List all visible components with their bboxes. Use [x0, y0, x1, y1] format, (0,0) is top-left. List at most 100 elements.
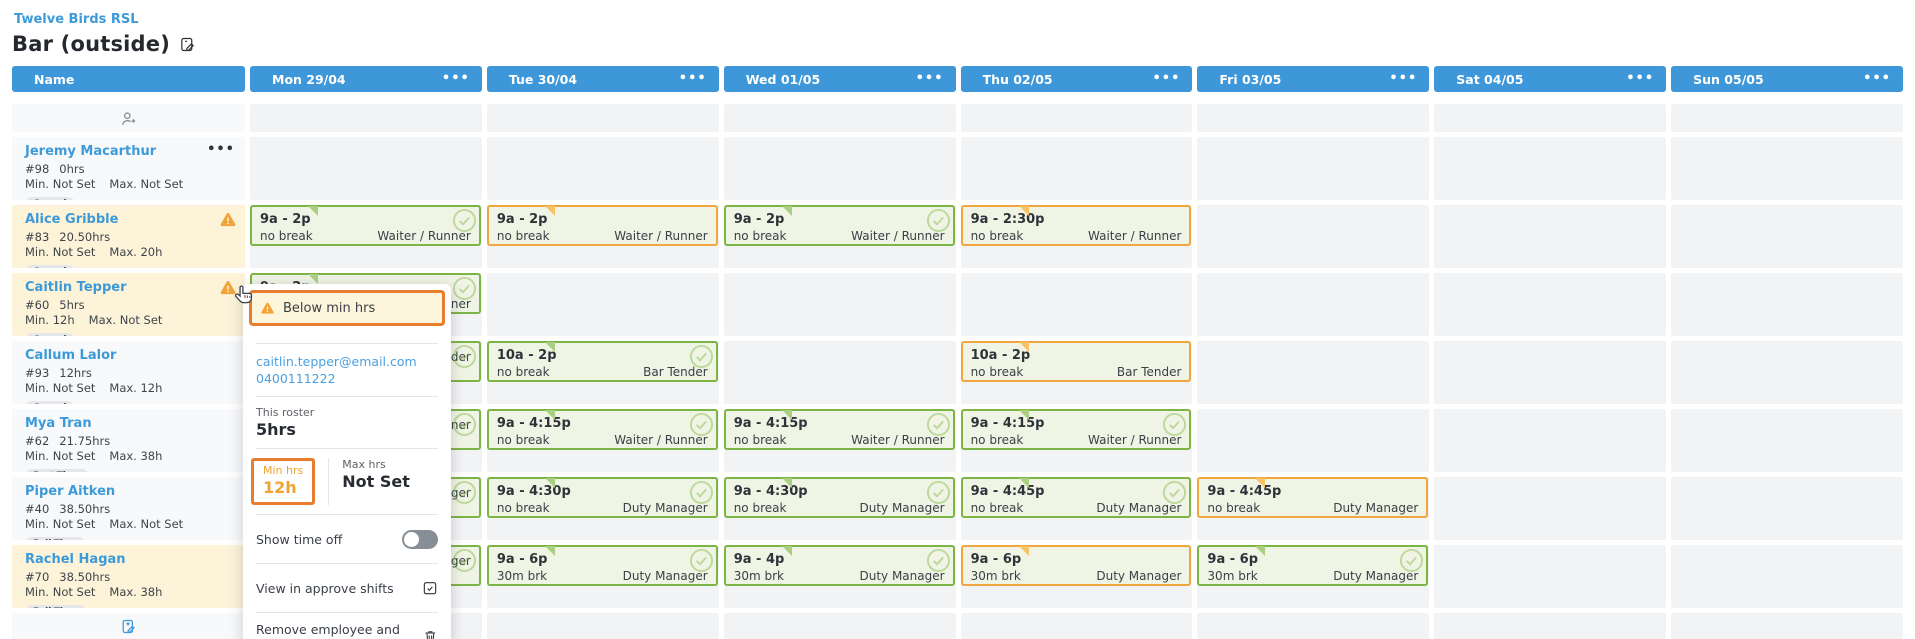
day-menu-icon[interactable]: •••: [1389, 71, 1418, 86]
schedule-cell[interactable]: [1197, 341, 1430, 404]
warning-icon[interactable]: [219, 211, 237, 229]
shift-card[interactable]: 9a - 2p no break Waiter / Runner: [723, 205, 955, 246]
shift-card[interactable]: 10a - 2p no break Bar Tender: [960, 341, 1192, 382]
schedule-cell[interactable]: [1197, 205, 1430, 268]
shift-card[interactable]: 10a - 2p no break Bar Tender: [486, 341, 718, 382]
add-person-icon[interactable]: [119, 109, 138, 128]
schedule-cell[interactable]: [960, 104, 1193, 132]
day-menu-icon[interactable]: •••: [441, 71, 470, 86]
edit-roster-icon[interactable]: [179, 36, 196, 53]
schedule-cell[interactable]: [1671, 545, 1903, 608]
schedule-cell[interactable]: [1434, 477, 1667, 540]
schedule-cell[interactable]: [1671, 137, 1903, 200]
schedule-cell[interactable]: 9a - 4:30p no break Duty Manager: [723, 477, 956, 540]
schedule-cell[interactable]: [1434, 273, 1667, 336]
show-time-off-row[interactable]: Show time off: [256, 524, 438, 554]
employee-name-link[interactable]: Mya Tran: [25, 416, 92, 431]
schedule-cell[interactable]: [723, 273, 956, 336]
employee-name-link[interactable]: Caitlin Tepper: [25, 280, 127, 295]
schedule-cell[interactable]: [1434, 409, 1667, 472]
schedule-cell[interactable]: [486, 137, 719, 200]
schedule-cell[interactable]: [723, 104, 956, 132]
schedule-cell[interactable]: 9a - 4p 30m brk Duty Manager: [723, 545, 956, 608]
day-menu-icon[interactable]: •••: [1863, 71, 1891, 86]
schedule-cell[interactable]: 9a - 6p 30m brk Duty Manager: [1197, 545, 1430, 608]
schedule-cell[interactable]: [1434, 205, 1667, 268]
shift-card[interactable]: 9a - 6p 30m brk Duty Manager: [960, 545, 1192, 586]
schedule-cell[interactable]: [1434, 613, 1667, 639]
day-menu-icon[interactable]: •••: [1152, 71, 1181, 86]
breadcrumb[interactable]: Twelve Birds RSL: [14, 12, 139, 27]
add-note-icon[interactable]: [120, 618, 137, 635]
schedule-cell[interactable]: [1197, 409, 1430, 472]
shift-card[interactable]: 9a - 4:15p no break Waiter / Runner: [960, 409, 1192, 450]
shift-card[interactable]: 9a - 4:30p no break Duty Manager: [723, 477, 955, 518]
schedule-cell[interactable]: [1197, 613, 1430, 639]
schedule-cell[interactable]: 9a - 4:30p no break Duty Manager: [486, 477, 719, 540]
schedule-cell[interactable]: [1671, 205, 1903, 268]
employee-name-link[interactable]: Rachel Hagan: [25, 552, 126, 567]
schedule-cell[interactable]: 9a - 2p no break Waiter / Runner: [723, 205, 956, 268]
employee-email-link[interactable]: caitlin.tepper@email.com: [256, 354, 417, 369]
schedule-cell[interactable]: 9a - 6p 30m brk Duty Manager: [486, 545, 719, 608]
schedule-cell[interactable]: [1671, 477, 1903, 540]
employee-phone-link[interactable]: 0400111222: [256, 371, 336, 386]
schedule-cell[interactable]: 10a - 2p no break Bar Tender: [960, 341, 1193, 404]
schedule-cell[interactable]: 9a - 6p 30m brk Duty Manager: [960, 545, 1193, 608]
employee-name-link[interactable]: Piper Aitken: [25, 484, 116, 499]
employee-name-link[interactable]: Callum Lalor: [25, 348, 117, 363]
shift-card[interactable]: 9a - 4:45p no break Duty Manager: [960, 477, 1192, 518]
schedule-cell[interactable]: [250, 137, 482, 200]
schedule-cell[interactable]: [723, 341, 956, 404]
shift-card[interactable]: 9a - 2p no break Waiter / Runner: [250, 205, 481, 246]
schedule-cell[interactable]: [1197, 273, 1430, 336]
schedule-cell[interactable]: 9a - 2p no break Waiter / Runner: [486, 205, 719, 268]
schedule-cell[interactable]: 9a - 4:45p no break Duty Manager: [960, 477, 1193, 540]
schedule-cell[interactable]: [960, 613, 1193, 639]
remove-employee-row[interactable]: Remove employee and shifts: [256, 622, 438, 639]
add-roster-row[interactable]: [12, 613, 245, 639]
schedule-cell[interactable]: 9a - 2p no break Waiter / Runner: [250, 205, 482, 268]
schedule-cell[interactable]: [960, 273, 1193, 336]
schedule-cell[interactable]: [1671, 104, 1903, 132]
schedule-cell[interactable]: [1671, 409, 1903, 472]
shift-card[interactable]: 9a - 4:45p no break Duty Manager: [1197, 477, 1429, 518]
schedule-cell[interactable]: [486, 104, 719, 132]
day-menu-icon[interactable]: •••: [915, 71, 944, 86]
shift-card[interactable]: 9a - 4p 30m brk Duty Manager: [723, 545, 955, 586]
schedule-cell[interactable]: [1671, 613, 1903, 639]
schedule-cell[interactable]: [1671, 273, 1903, 336]
day-menu-icon[interactable]: •••: [1626, 71, 1655, 86]
schedule-cell[interactable]: [1434, 137, 1667, 200]
schedule-cell[interactable]: 9a - 4:15p no break Waiter / Runner: [960, 409, 1193, 472]
schedule-cell[interactable]: 9a - 4:15p no break Waiter / Runner: [486, 409, 719, 472]
schedule-cell[interactable]: [723, 613, 956, 639]
schedule-cell[interactable]: [1434, 341, 1667, 404]
schedule-cell[interactable]: [1434, 104, 1667, 132]
schedule-cell[interactable]: 10a - 2p no break Bar Tender: [486, 341, 719, 404]
show-time-off-toggle[interactable]: [402, 529, 438, 549]
shift-card[interactable]: 9a - 6p 30m brk Duty Manager: [1197, 545, 1429, 586]
schedule-cell[interactable]: [250, 104, 482, 132]
employee-name-link[interactable]: Alice Gribble: [25, 212, 119, 227]
day-menu-icon[interactable]: •••: [678, 71, 707, 86]
warning-icon[interactable]: [219, 279, 237, 297]
shift-card[interactable]: 9a - 2:30p no break Waiter / Runner: [960, 205, 1192, 246]
schedule-cell[interactable]: 9a - 4:15p no break Waiter / Runner: [723, 409, 956, 472]
add-employee-row[interactable]: [12, 104, 245, 132]
view-in-approve-shifts-row[interactable]: View in approve shifts: [256, 573, 438, 603]
schedule-cell[interactable]: 9a - 2:30p no break Waiter / Runner: [960, 205, 1193, 268]
shift-card[interactable]: 9a - 4:15p no break Waiter / Runner: [486, 409, 718, 450]
schedule-cell[interactable]: [486, 273, 719, 336]
schedule-cell[interactable]: [960, 137, 1193, 200]
schedule-cell[interactable]: [1434, 545, 1667, 608]
shift-card[interactable]: 9a - 4:30p no break Duty Manager: [486, 477, 718, 518]
shift-card[interactable]: 9a - 4:15p no break Waiter / Runner: [723, 409, 955, 450]
schedule-cell[interactable]: [1197, 104, 1430, 132]
shift-card[interactable]: 9a - 2p no break Waiter / Runner: [486, 205, 718, 246]
schedule-cell[interactable]: [486, 613, 719, 639]
schedule-cell[interactable]: [1671, 341, 1903, 404]
schedule-cell[interactable]: 9a - 4:45p no break Duty Manager: [1197, 477, 1430, 540]
employee-name-link[interactable]: Jeremy Macarthur: [25, 144, 157, 159]
schedule-cell[interactable]: [723, 137, 956, 200]
